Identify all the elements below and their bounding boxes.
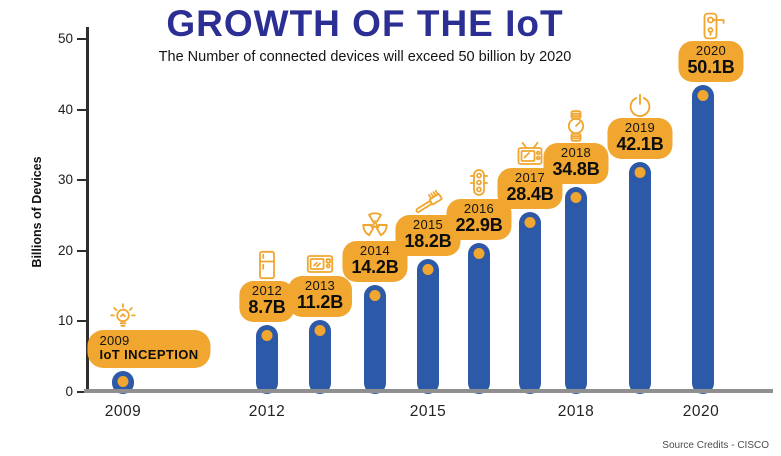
x-tick-label-2018: 2018 — [557, 403, 595, 420]
bar-top-dot — [369, 290, 381, 301]
label-pill-2020: 2020 50.1B — [678, 40, 744, 82]
y-tick-mark-40 — [77, 108, 87, 111]
bar-top-dot — [524, 217, 536, 228]
smartwatch-icon — [565, 110, 587, 142]
pill-value: 8.7B — [248, 296, 286, 317]
y-tick-label-40: 40 — [57, 101, 73, 117]
pill-year: 2013 — [304, 277, 336, 293]
page-subtitle: The Number of connected devices will exc… — [158, 49, 572, 65]
y-tick-label-20: 20 — [57, 242, 73, 258]
pill-year: 2012 — [251, 282, 283, 298]
label-pill-2016: 2016 22.9B — [446, 198, 512, 240]
page-title: GROWTH OF THE IoT — [166, 3, 564, 44]
bar-2019 — [629, 162, 651, 394]
pill-year: 2018 — [560, 144, 592, 160]
y-tick-label-0: 0 — [65, 384, 73, 399]
y-tick-label-50: 50 — [57, 31, 73, 46]
x-axis-line — [84, 389, 773, 393]
x-tick-label-2012: 2012 — [248, 403, 286, 420]
bar-2009 — [112, 371, 134, 394]
bar-2012 — [256, 325, 278, 394]
bar-2014 — [364, 285, 386, 394]
radiation-icon — [360, 209, 390, 240]
pill-value: 50.1B — [687, 56, 735, 77]
label-pill-2018: 2018 34.8B — [543, 142, 609, 184]
pill-value: 42.1B — [616, 133, 664, 154]
bar-top-dot — [697, 90, 709, 101]
y-tick-mark-10 — [77, 320, 87, 323]
traffic-light-icon — [468, 168, 490, 198]
bar-top-dot — [473, 248, 485, 259]
bar-top-dot — [634, 167, 646, 178]
y-tick-label-30: 30 — [57, 172, 73, 188]
y-tick-mark-20 — [77, 249, 87, 252]
pill-value: 22.9B — [455, 214, 503, 235]
pill-year: 2009 — [99, 332, 130, 348]
y-tick-mark-50 — [77, 38, 87, 40]
bar-2017 — [519, 212, 541, 394]
bar-top-dot — [314, 325, 326, 336]
bar-2018 — [565, 187, 587, 394]
pill-value: IoT INCEPTION — [99, 346, 199, 362]
pill-year: 2015 — [412, 216, 444, 232]
pill-value: 11.2B — [296, 291, 344, 312]
toothbrush-icon — [412, 188, 444, 214]
pill-year: 2020 — [695, 42, 727, 58]
pill-year: 2019 — [624, 119, 656, 135]
bar-top-dot — [117, 376, 129, 387]
x-tick-label-2015: 2015 — [409, 403, 447, 420]
pill-year: 2014 — [359, 242, 391, 258]
pill-value: 28.4B — [506, 183, 554, 204]
y-tick-mark-0 — [77, 391, 87, 393]
bar-2013 — [309, 320, 331, 394]
refrigerator-icon — [255, 250, 279, 280]
x-tick-label-2009: 2009 — [104, 403, 142, 420]
bar-top-dot — [422, 264, 434, 275]
microwave-icon — [306, 253, 334, 275]
bar-2015 — [417, 259, 439, 394]
bar-top-dot — [570, 192, 582, 203]
label-pill-2019: 2019 42.1B — [607, 117, 673, 159]
label-pill-2013: 2013 11.2B — [287, 275, 353, 317]
pill-value: 18.2B — [404, 230, 452, 251]
x-tick-label-2020: 2020 — [682, 403, 720, 420]
bar-2020 — [692, 85, 714, 394]
pill-year: 2017 — [514, 169, 546, 185]
tv-icon — [516, 141, 544, 167]
lightbulb-icon — [108, 302, 138, 331]
y-axis-line — [86, 27, 89, 392]
pill-value: 14.2B — [351, 256, 399, 277]
label-pill-2012: 2012 8.7B — [239, 280, 295, 322]
pill-year: 2016 — [463, 200, 495, 216]
bar-top-dot — [261, 330, 273, 341]
label-pill-2009: 2009 IoT INCEPTION — [87, 329, 211, 368]
door-lock-icon — [696, 12, 726, 40]
source-credit: Source Credits - CISCO — [662, 440, 769, 451]
bar-2016 — [468, 243, 490, 394]
pill-value: 34.8B — [552, 158, 600, 179]
y-tick-label-10: 10 — [57, 313, 73, 329]
y-tick-mark-30 — [77, 179, 87, 182]
power-button-icon — [628, 92, 653, 117]
